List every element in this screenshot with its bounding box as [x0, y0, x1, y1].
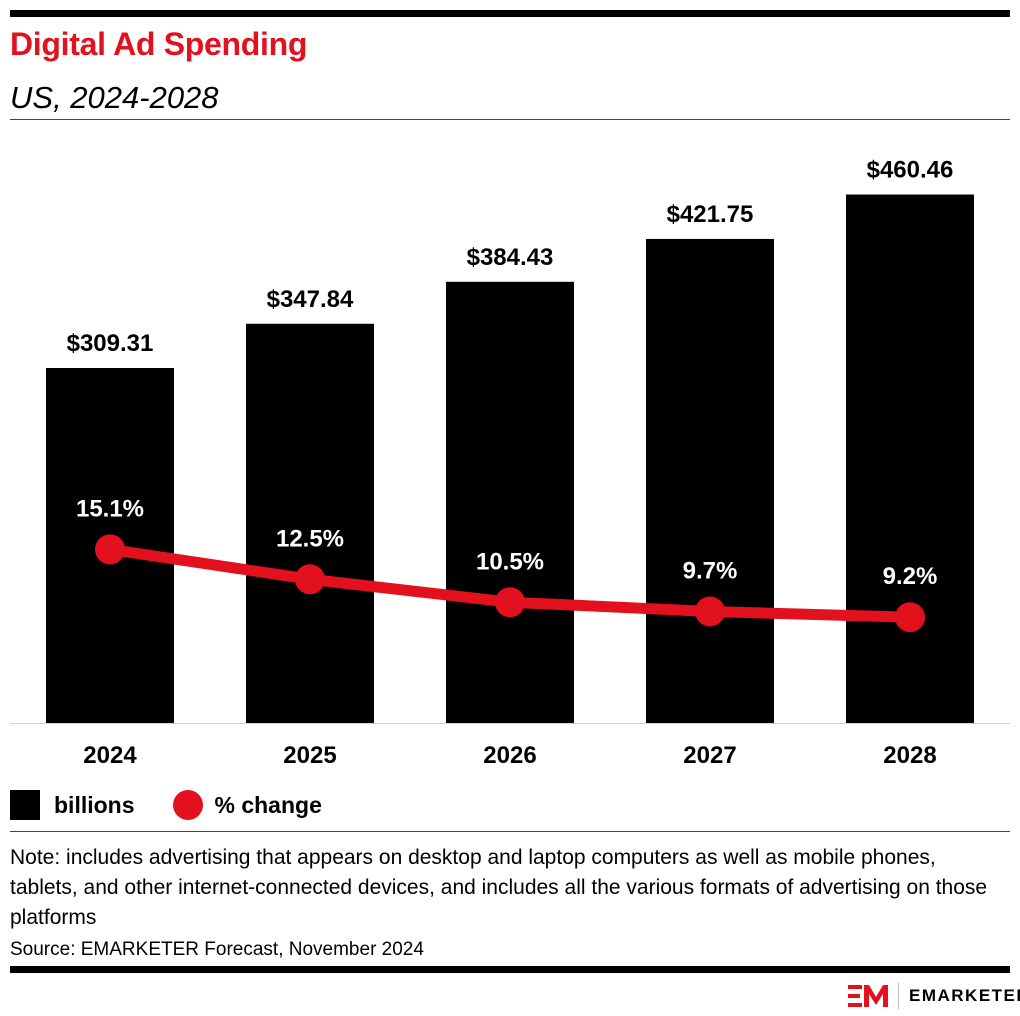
- bar-value-label: $460.46: [867, 157, 954, 184]
- chart-plot: $309.31 2024 $347.84 2025 $384.43 2026 $421.75…: [10, 157, 1010, 769]
- legend-divider: [10, 831, 1010, 832]
- pct-change-label: 15.1%: [76, 495, 144, 522]
- legend-line-label: % change: [214, 791, 322, 818]
- legend-line-swatch: [172, 790, 203, 820]
- x-tick-label: 2025: [283, 742, 336, 769]
- bar-2026: [446, 281, 574, 723]
- bar-value-label: $384.43: [467, 244, 554, 271]
- bottom-rule: [10, 966, 1010, 973]
- emarketer-logo: EMARKETER: [848, 983, 1020, 1009]
- chart-title: Digital Ad Spending: [10, 26, 308, 62]
- pct-change-label: 9.7%: [683, 557, 738, 584]
- footnote: Note: includes advertising that appears …: [10, 846, 988, 929]
- bar-value-label: $347.84: [267, 286, 354, 313]
- pct-change-point: [895, 602, 925, 633]
- source: Source: EMARKETER Forecast, November 202…: [10, 939, 424, 960]
- title-divider: [10, 119, 1010, 120]
- bar-value-label: $309.31: [67, 330, 154, 357]
- bar-2025: [246, 323, 374, 723]
- x-tick-label: 2028: [883, 742, 936, 769]
- pct-change-label: 9.2%: [883, 563, 938, 590]
- pct-change-label: 12.5%: [276, 525, 344, 552]
- chart-subtitle: US, 2024-2028: [10, 80, 219, 115]
- legend-bar-label: billions: [54, 791, 135, 818]
- pct-change-point: [295, 564, 325, 595]
- legend-bar-swatch: [10, 790, 40, 820]
- bar-value-label: $421.75: [667, 201, 754, 228]
- bar-2028: [846, 194, 974, 723]
- pct-change-point: [695, 596, 725, 627]
- pct-change-point: [95, 534, 125, 565]
- pct-change-point: [495, 587, 525, 618]
- x-tick-label: 2027: [683, 742, 736, 769]
- em-logo-icon: [848, 985, 888, 1007]
- bar-2027: [646, 238, 774, 724]
- legend: billions % change: [10, 790, 322, 820]
- top-rule: [10, 10, 1010, 17]
- logo-wordmark: EMARKETER: [898, 983, 1020, 1009]
- x-tick-label: 2026: [483, 742, 536, 769]
- x-tick-label: 2024: [83, 742, 137, 769]
- pct-change-label: 10.5%: [476, 548, 544, 575]
